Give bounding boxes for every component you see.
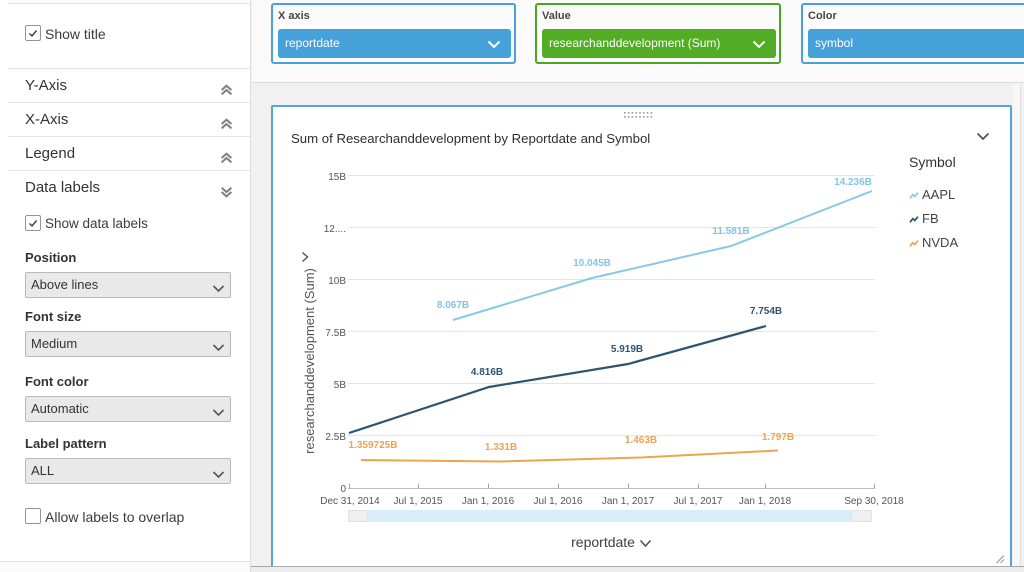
svg-text:7.5B: 7.5B <box>325 328 346 339</box>
svg-text:8.067B: 8.067B <box>437 300 469 311</box>
svg-text:5B: 5B <box>334 380 347 391</box>
svg-text:1.463B: 1.463B <box>625 435 657 446</box>
svg-text:Sep 30, 2018: Sep 30, 2018 <box>844 496 904 507</box>
svg-text:15B: 15B <box>328 172 346 183</box>
svg-text:1.359725B: 1.359725B <box>349 440 398 451</box>
svg-text:Jan 1, 2018: Jan 1, 2018 <box>739 496 792 507</box>
svg-text:Jul 1, 2017: Jul 1, 2017 <box>674 496 723 507</box>
svg-text:5.919B: 5.919B <box>611 344 643 355</box>
svg-text:Jan 1, 2016: Jan 1, 2016 <box>462 496 515 507</box>
svg-text:Dec 31, 2014: Dec 31, 2014 <box>320 496 380 507</box>
svg-text:12....: 12.... <box>324 224 346 235</box>
svg-text:1.331B: 1.331B <box>485 442 517 453</box>
svg-text:10B: 10B <box>328 276 346 287</box>
svg-text:Jul 1, 2015: Jul 1, 2015 <box>394 496 443 507</box>
svg-text:7.754B: 7.754B <box>750 306 782 317</box>
svg-text:1.797B: 1.797B <box>762 432 794 443</box>
svg-text:4.816B: 4.816B <box>471 367 503 378</box>
svg-text:researchanddevelopment (Sum): researchanddevelopment (Sum) <box>302 268 317 454</box>
svg-text:14.236B: 14.236B <box>834 177 872 188</box>
svg-text:2.5B: 2.5B <box>325 432 346 443</box>
svg-text:0: 0 <box>340 484 346 495</box>
svg-text:10.045B: 10.045B <box>573 258 611 269</box>
svg-text:11.581B: 11.581B <box>712 226 749 237</box>
svg-text:Jan 1, 2017: Jan 1, 2017 <box>602 496 655 507</box>
svg-text:Jul 1, 2016: Jul 1, 2016 <box>534 496 583 507</box>
